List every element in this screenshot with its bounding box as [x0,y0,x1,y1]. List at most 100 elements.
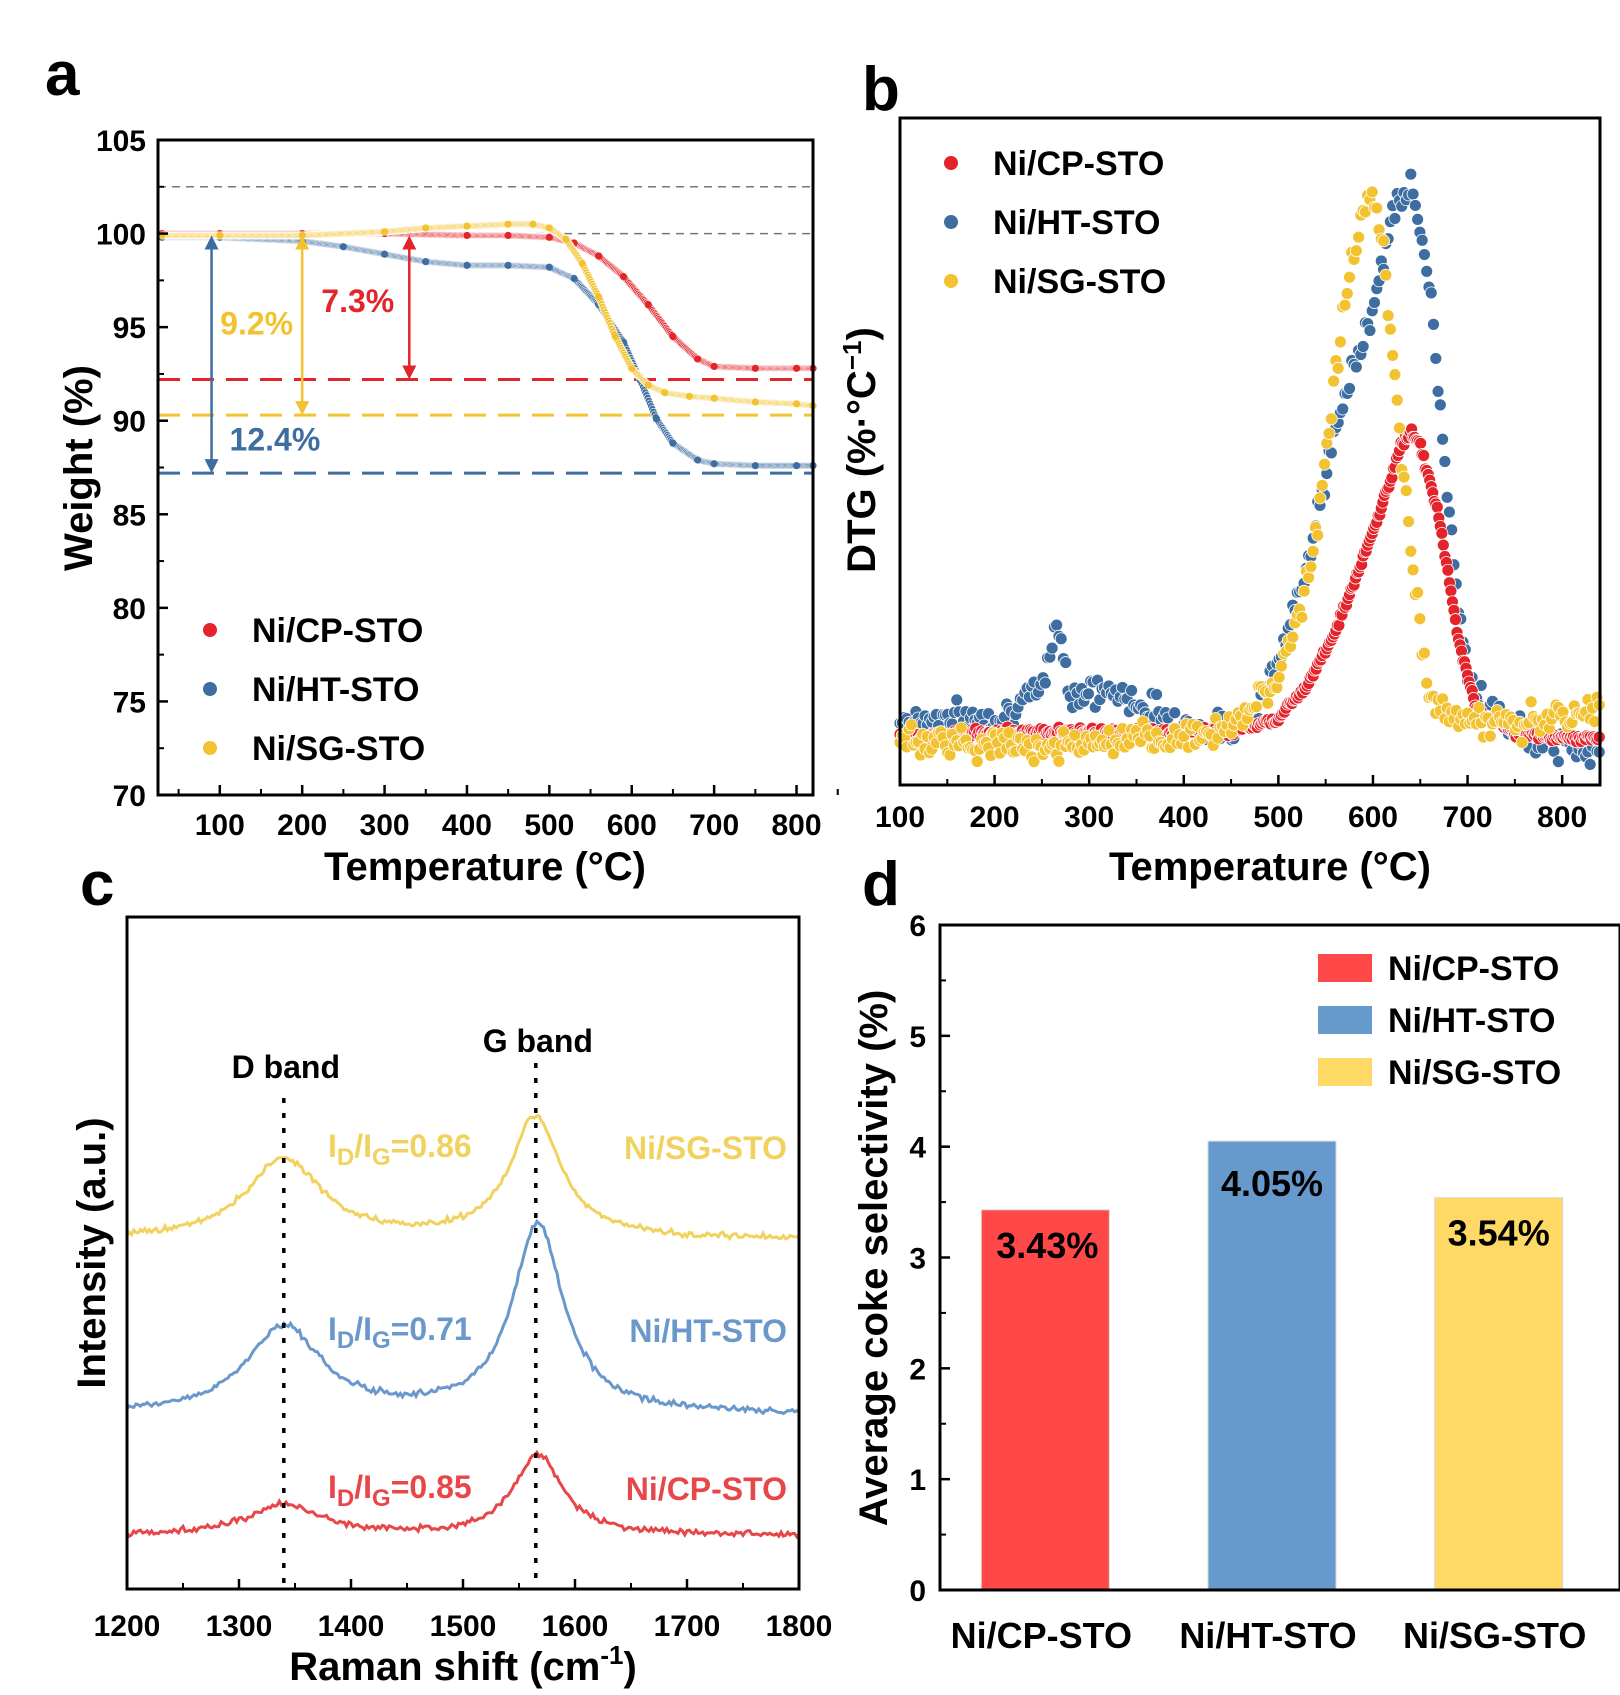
b-x-tick-label: 200 [970,801,1020,834]
d-legend-label: Ni/SG-STO [1388,1054,1561,1092]
d-bar [1207,1140,1337,1591]
a-data-point [710,394,718,402]
b-data-point [1402,515,1415,528]
d-bars-group: 3.43% Ni/CP-STO 4.05% Ni/HT-STO 3.54% Ni/SG-S… [951,1140,1586,1656]
panel-d-letter: d [862,850,900,919]
c-x-tick-label: 1800 [766,1610,833,1643]
d-y-tick-label: 6 [909,910,926,943]
a-legend: Ni/CP-STO Ni/HT-STO Ni/SG-STO [203,612,425,768]
c-ratio-label-value: =0.85 [391,1469,472,1505]
b-data-point [1390,393,1404,407]
a-legend-marker [203,741,217,755]
c-ratio-label-value: =0.86 [391,1128,472,1164]
b-y-axis-label-main: DTG (%·°C [840,370,884,573]
a-y-tick-label: 95 [113,312,146,345]
b-x-tick-label: 600 [1348,801,1398,834]
b-data-point [1363,324,1377,337]
b-data-point [1125,684,1138,697]
a-x-tick-label: 100 [195,809,245,842]
c-ratio-label-sub: G [372,1485,391,1512]
c-x-tick-label: 1500 [430,1610,497,1643]
d-legend-label: Ni/CP-STO [1388,950,1559,988]
b-data-point [1324,412,1338,426]
c-ratio-label-I: I [328,1469,337,1505]
d-axis-ticks: 0 1 2 3 4 5 6 [909,910,950,1608]
b-x-tick-label: 500 [1253,801,1303,834]
b-data-point [1356,340,1370,353]
a-data-point [463,261,471,269]
b-data-point [1444,584,1458,598]
b-data-point [1551,755,1565,769]
b-series-ht [893,167,1606,771]
b-data-point [1250,700,1263,714]
b-data-point [1379,268,1393,282]
b-data-point [1404,167,1418,181]
b-data-point [1297,584,1311,598]
a-arrow-head [204,459,219,474]
a-y-tick-label: 70 [113,780,146,813]
a-data-point [751,398,759,406]
b-data-point [1050,618,1064,632]
a-y-tick-label: 90 [113,406,146,439]
c-series-name: Ni/SG-STO [624,1130,787,1166]
d-y-axis-label: Average coke selectivity (%) [852,990,896,1527]
b-data-point [1583,758,1597,771]
a-data-point [380,250,389,258]
b-data-point [1404,544,1418,558]
a-series-cp [158,229,817,373]
b-data-point [1052,754,1066,768]
a-y-tick-label: 100 [96,219,146,252]
b-data-point [1311,528,1325,542]
b-data-point [1272,670,1286,684]
b-x-tick-label: 300 [1064,801,1114,834]
b-legend-label: Ni/CP-STO [993,145,1164,183]
a-data-point [669,439,677,447]
b-x-axis-label: Temperature (°C) [1109,845,1431,889]
b-x-tick-label: 800 [1537,801,1587,834]
panel-a-tga-chart: a 7.3% 9.2% 12.4% 100 200 300 400 500 600 700 800… [45,40,839,889]
b-data-point [1449,613,1462,626]
b-data-point [1406,187,1420,201]
a-legend-marker [203,623,217,637]
a-y-tick-label: 75 [113,686,146,719]
a-data-point [504,261,512,269]
c-ratio-label: ID/IG=0.86 [328,1128,472,1171]
a-data-point [792,462,801,470]
d-y-tick-label: 0 [909,1575,926,1608]
a-data-point [578,259,586,268]
b-data-point [1365,185,1379,199]
b-series-group [893,167,1606,771]
b-data-point [1315,478,1329,492]
a-series-sg [158,220,817,410]
a-data-point [792,364,801,372]
a-data-point [562,235,570,243]
d-y-tick-label: 4 [909,1132,926,1165]
b-data-point [1418,646,1431,660]
b-data-point [1304,560,1318,574]
c-series-name: Ni/CP-STO [626,1471,787,1507]
c-ratio-label-mid: /I [354,1469,372,1505]
a-data-point [694,456,702,464]
b-data-point [1415,233,1429,247]
d-bar-value-label: 3.54% [1448,1213,1550,1254]
a-data-point [529,220,537,228]
panel-b-dtg-chart: b 100 200 300 400 500 600 700 800 Temperature (… [837,55,1606,889]
panel-a-letter: a [45,40,80,109]
b-data-point [1322,427,1336,440]
a-data-point [216,231,224,240]
b-data-point [1443,505,1456,519]
a-data-point [652,415,661,423]
b-y-axis-label: DTG (%·°C−1) [837,327,884,573]
b-data-point [1411,213,1425,226]
a-y-tick-label: 80 [113,593,146,626]
d-bar [1434,1197,1564,1591]
c-ratio-label-sub: D [337,1327,354,1354]
b-data-point [1336,402,1350,416]
c-ratio-label: ID/IG=0.85 [328,1469,472,1512]
a-data-point [595,293,603,301]
d-y-tick-label: 3 [909,1243,926,1276]
b-data-point [1352,230,1365,244]
c-band-label: D band [232,1049,340,1085]
b-data-point [1386,349,1400,362]
